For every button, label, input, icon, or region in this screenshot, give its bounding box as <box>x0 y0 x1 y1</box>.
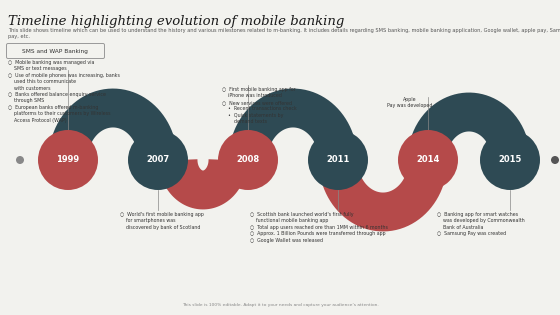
Circle shape <box>151 153 165 167</box>
Text: Apple
Pay was developed: Apple Pay was developed <box>388 97 433 108</box>
Circle shape <box>551 156 559 164</box>
Circle shape <box>241 153 255 167</box>
Circle shape <box>421 153 435 167</box>
Text: 2015: 2015 <box>498 156 522 164</box>
Text: 1999: 1999 <box>57 156 80 164</box>
Text: ○  First mobile banking app for
    iPhone was introduced
○  New services were o: ○ First mobile banking app for iPhone wa… <box>222 87 297 124</box>
Text: 2008: 2008 <box>236 156 260 164</box>
Circle shape <box>218 130 278 190</box>
Circle shape <box>16 156 24 164</box>
Text: This slide is 100% editable. Adapt it to your needs and capture your audience's : This slide is 100% editable. Adapt it to… <box>181 303 379 307</box>
Circle shape <box>38 130 98 190</box>
Circle shape <box>308 130 368 190</box>
Text: Timeline highlighting evolution of mobile banking: Timeline highlighting evolution of mobil… <box>8 15 344 28</box>
Text: ○  World's first mobile banking app
    for smartphones was
    discovered by ba: ○ World's first mobile banking app for s… <box>120 212 204 230</box>
Circle shape <box>128 130 188 190</box>
Text: 2007: 2007 <box>146 156 170 164</box>
Text: 2014: 2014 <box>416 156 440 164</box>
Text: 2011: 2011 <box>326 156 349 164</box>
Circle shape <box>480 130 540 190</box>
Circle shape <box>398 130 458 190</box>
Circle shape <box>331 153 345 167</box>
Text: ○  Banking app for smart watches
    was developed by Commonwealth
    Bank of A: ○ Banking app for smart watches was deve… <box>437 212 525 236</box>
Text: SMS and WAP Banking: SMS and WAP Banking <box>22 49 88 54</box>
Text: ○  Scottish bank launched world's first fully
    functional mobile banking app
: ○ Scottish bank launched world's first f… <box>250 212 388 243</box>
FancyBboxPatch shape <box>7 43 105 59</box>
Text: This slide shows timeline which can be used to understand the history and variou: This slide shows timeline which can be u… <box>8 28 560 39</box>
Text: ○  Mobile banking was managed via
    SMS or text messages
○  Use of mobile phon: ○ Mobile banking was managed via SMS or … <box>8 60 120 123</box>
